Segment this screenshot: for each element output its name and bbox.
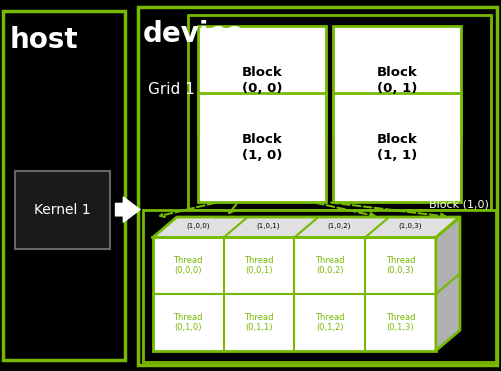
- Bar: [3, 11, 125, 360]
- Text: Thread
(0,0,3): Thread (0,0,3): [386, 256, 415, 275]
- Text: Thread
(0,1,0): Thread (0,1,0): [173, 313, 203, 332]
- Text: Thread
(0,1,3): Thread (0,1,3): [386, 313, 415, 332]
- Text: Thread
(0,0,1): Thread (0,0,1): [244, 256, 274, 275]
- Text: Block
(1, 1): Block (1, 1): [377, 133, 417, 162]
- Bar: [188, 15, 491, 210]
- Bar: [153, 237, 436, 351]
- Text: Thread
(0,1,1): Thread (0,1,1): [244, 313, 274, 332]
- Text: Block
(0, 1): Block (0, 1): [377, 66, 417, 95]
- Bar: [198, 93, 326, 202]
- Text: device: device: [143, 20, 244, 48]
- Text: (1,0,1): (1,0,1): [257, 223, 281, 230]
- Bar: [143, 210, 496, 362]
- Bar: [15, 171, 110, 249]
- Text: (1,0,3): (1,0,3): [398, 223, 422, 230]
- Text: Thread
(0,1,2): Thread (0,1,2): [315, 313, 345, 332]
- Bar: [138, 7, 497, 365]
- Polygon shape: [153, 217, 460, 237]
- Bar: [198, 26, 326, 135]
- Text: Block
(1, 0): Block (1, 0): [241, 133, 282, 162]
- Text: (1,0,0): (1,0,0): [186, 223, 209, 230]
- FancyArrowPatch shape: [116, 197, 140, 222]
- Text: Kernel 1: Kernel 1: [34, 203, 91, 217]
- Text: (1,0,2): (1,0,2): [328, 223, 351, 230]
- Text: Thread
(0,0,0): Thread (0,0,0): [173, 256, 203, 275]
- Bar: [333, 26, 461, 135]
- Text: Block
(0, 0): Block (0, 0): [241, 66, 282, 95]
- Text: Block (1,0): Block (1,0): [428, 200, 488, 210]
- Text: host: host: [10, 26, 79, 54]
- Text: Thread
(0,0,2): Thread (0,0,2): [315, 256, 345, 275]
- Bar: [333, 93, 461, 202]
- Text: Grid 1: Grid 1: [148, 82, 194, 96]
- Polygon shape: [436, 217, 460, 351]
